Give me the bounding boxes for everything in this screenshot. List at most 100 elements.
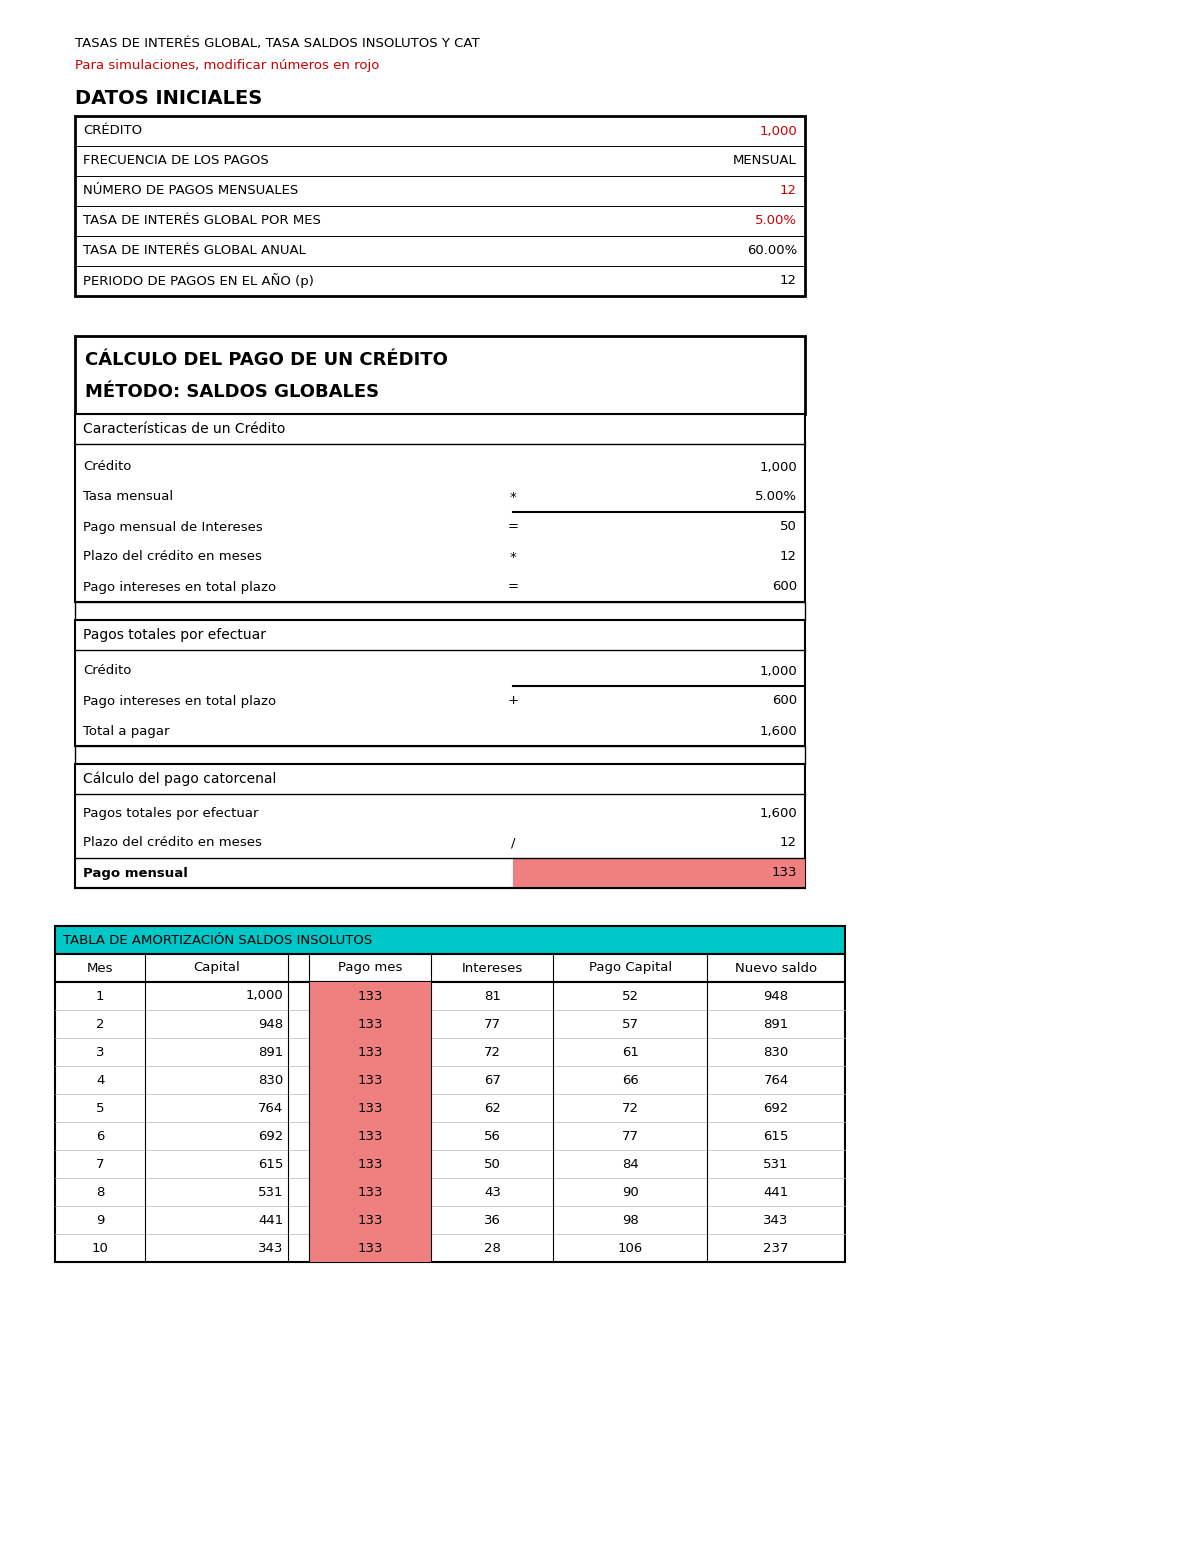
Text: Características de un Crédito: Características de un Crédito	[83, 422, 286, 436]
Text: +: +	[508, 694, 518, 708]
Text: 133: 133	[358, 1045, 383, 1059]
Bar	[74, 764, 805, 888]
Text: 764: 764	[763, 1073, 788, 1087]
Text: 77: 77	[484, 1017, 500, 1031]
Text: 98: 98	[622, 1213, 638, 1227]
Text: Pago Capital: Pago Capital	[589, 961, 672, 974]
Bar	[55, 981, 845, 1263]
Text: 3: 3	[96, 1045, 104, 1059]
Text: Plazo del crédito en meses: Plazo del crédito en meses	[83, 837, 262, 849]
Text: Capital: Capital	[193, 961, 240, 974]
Text: 615: 615	[258, 1157, 283, 1171]
Text: 531: 531	[258, 1185, 283, 1199]
Text: MENSUAL: MENSUAL	[733, 154, 797, 168]
Text: 81: 81	[484, 989, 500, 1003]
Text: TASA DE INTERÉS GLOBAL POR MES: TASA DE INTERÉS GLOBAL POR MES	[83, 214, 320, 227]
Text: 133: 133	[772, 867, 797, 879]
Text: Pagos totales por efectuar: Pagos totales por efectuar	[83, 806, 258, 820]
Text: 1,000: 1,000	[760, 461, 797, 474]
Text: Mes: Mes	[86, 961, 113, 974]
Text: 343: 343	[763, 1213, 788, 1227]
Text: Pago intereses en total plazo: Pago intereses en total plazo	[83, 581, 276, 593]
Bar	[74, 335, 805, 415]
Text: 57: 57	[622, 1017, 638, 1031]
Text: MÉTODO: SALDOS GLOBALES: MÉTODO: SALDOS GLOBALES	[85, 384, 379, 401]
Text: 12: 12	[780, 550, 797, 564]
Text: TASA DE INTERÉS GLOBAL ANUAL: TASA DE INTERÉS GLOBAL ANUAL	[83, 244, 306, 258]
Text: 948: 948	[763, 989, 788, 1003]
Text: 1,600: 1,600	[760, 806, 797, 820]
Text: 72: 72	[484, 1045, 500, 1059]
Text: 692: 692	[763, 1101, 788, 1115]
Text: 66: 66	[622, 1073, 638, 1087]
Bar	[74, 603, 805, 620]
Text: 830: 830	[258, 1073, 283, 1087]
Text: 5.00%: 5.00%	[755, 214, 797, 227]
Text: 10: 10	[91, 1241, 108, 1255]
Text: Pago intereses en total plazo: Pago intereses en total plazo	[83, 694, 276, 708]
Text: Crédito: Crédito	[83, 665, 131, 677]
Text: Tasa mensual: Tasa mensual	[83, 491, 173, 503]
Text: 133: 133	[358, 1241, 383, 1255]
Text: 891: 891	[258, 1045, 283, 1059]
Bar	[74, 745, 805, 764]
Text: CRÉDITO: CRÉDITO	[83, 124, 142, 138]
Text: NÚMERO DE PAGOS MENSUALES: NÚMERO DE PAGOS MENSUALES	[83, 185, 299, 197]
Text: Total a pagar: Total a pagar	[83, 725, 169, 738]
Text: 133: 133	[358, 1073, 383, 1087]
Text: 133: 133	[358, 1157, 383, 1171]
Bar	[310, 1065, 432, 1093]
Bar	[310, 1037, 432, 1065]
Text: 133: 133	[358, 1017, 383, 1031]
Text: TASAS DE INTERÉS GLOBAL, TASA SALDOS INSOLUTOS Y CAT: TASAS DE INTERÉS GLOBAL, TASA SALDOS INS…	[74, 37, 480, 50]
Text: 77: 77	[622, 1129, 638, 1143]
Text: 9: 9	[96, 1213, 104, 1227]
Text: 4: 4	[96, 1073, 104, 1087]
Bar	[55, 954, 845, 981]
Text: 62: 62	[484, 1101, 500, 1115]
Bar	[310, 981, 432, 1009]
Text: 50: 50	[780, 520, 797, 534]
Text: Pago mensual: Pago mensual	[83, 867, 188, 879]
Text: 531: 531	[763, 1157, 788, 1171]
Text: 891: 891	[763, 1017, 788, 1031]
Text: 6: 6	[96, 1129, 104, 1143]
Bar	[310, 1009, 432, 1037]
Bar	[310, 1121, 432, 1151]
Text: 237: 237	[763, 1241, 788, 1255]
Text: TABLA DE AMORTIZACIÓN SALDOS INSOLUTOS: TABLA DE AMORTIZACIÓN SALDOS INSOLUTOS	[64, 933, 372, 946]
Text: 830: 830	[763, 1045, 788, 1059]
Text: 36: 36	[484, 1213, 500, 1227]
Bar	[514, 857, 805, 888]
Text: Nuevo saldo: Nuevo saldo	[736, 961, 817, 974]
Text: 5: 5	[96, 1101, 104, 1115]
Text: 2: 2	[96, 1017, 104, 1031]
Text: 12: 12	[780, 275, 797, 287]
Text: 133: 133	[358, 1185, 383, 1199]
Text: Para simulaciones, modificar números en rojo: Para simulaciones, modificar números en …	[74, 59, 379, 71]
Text: DATOS INICIALES: DATOS INICIALES	[74, 89, 263, 107]
Bar	[310, 1151, 432, 1179]
Text: *: *	[510, 550, 516, 564]
Text: FRECUENCIA DE LOS PAGOS: FRECUENCIA DE LOS PAGOS	[83, 154, 269, 168]
Text: 67: 67	[484, 1073, 500, 1087]
Text: 7: 7	[96, 1157, 104, 1171]
Text: 1,000: 1,000	[246, 989, 283, 1003]
Text: 72: 72	[622, 1101, 638, 1115]
Text: *: *	[510, 491, 516, 503]
Bar	[74, 620, 805, 745]
Text: Pago mensual de Intereses: Pago mensual de Intereses	[83, 520, 263, 534]
Text: 5.00%: 5.00%	[755, 491, 797, 503]
Text: 615: 615	[763, 1129, 788, 1143]
Text: 1,000: 1,000	[760, 665, 797, 677]
Text: Cálculo del pago catorcenal: Cálculo del pago catorcenal	[83, 772, 276, 786]
Bar	[310, 1179, 432, 1207]
Text: 948: 948	[258, 1017, 283, 1031]
Text: 28: 28	[484, 1241, 500, 1255]
Bar	[310, 1093, 432, 1121]
Text: 133: 133	[358, 989, 383, 1003]
Text: 1: 1	[96, 989, 104, 1003]
Text: Pago mes: Pago mes	[338, 961, 403, 974]
Text: 133: 133	[358, 1101, 383, 1115]
Text: =: =	[508, 520, 518, 534]
